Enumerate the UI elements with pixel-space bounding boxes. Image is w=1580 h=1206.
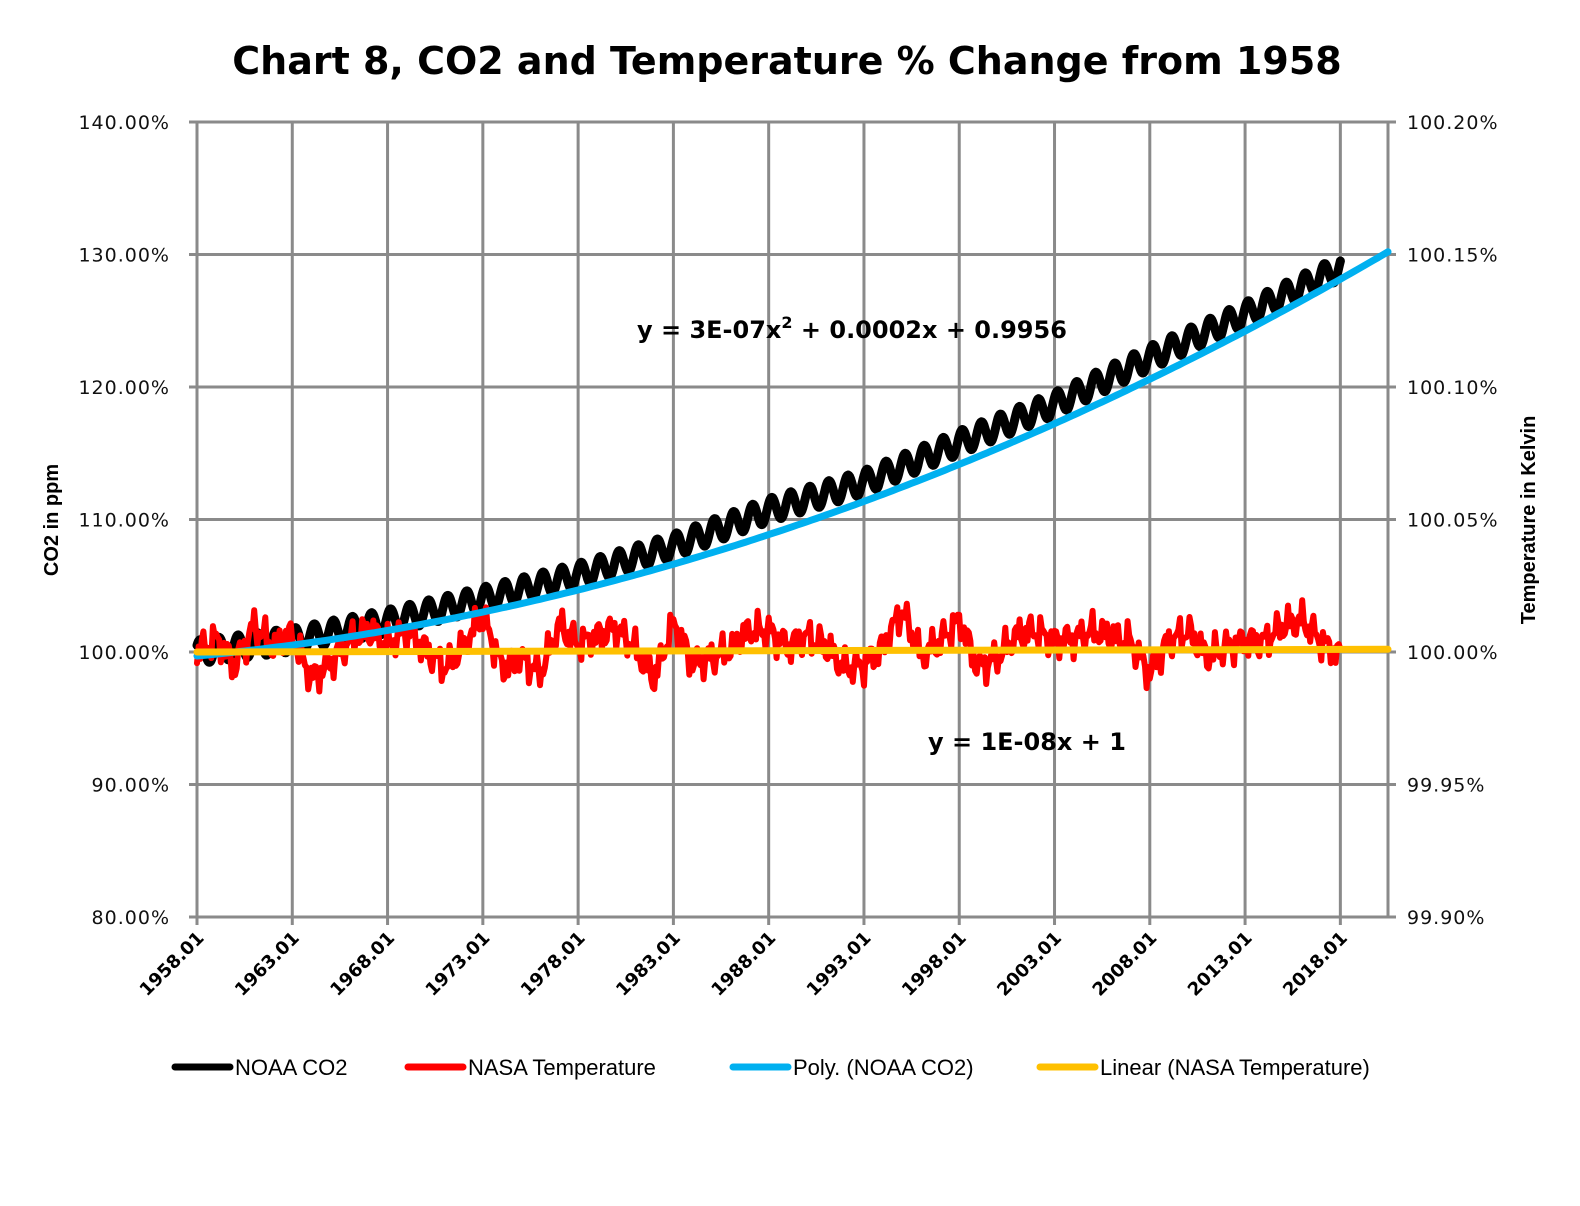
legend-label: Poly. (NOAA CO2): [793, 1055, 974, 1080]
y2-tick-label: 99.95%: [1407, 775, 1485, 797]
series-line-linear-nasa-temperature: [193, 645, 1392, 656]
linear-trendline-equation: y = 1E-08x + 1: [928, 728, 1126, 756]
y2-tick-label: 100.15%: [1407, 245, 1499, 267]
y-tick-label: 130.00%: [78, 245, 170, 267]
y-tick-label: 90.00%: [92, 775, 170, 797]
y-tick-label: 80.00%: [92, 907, 170, 929]
x-axis-ticks: 1958.01 1963.01 1968.01 1973.01 1978.01 1983.…: [136, 928, 1352, 1001]
x-tick-label: 1983.01: [612, 928, 685, 1001]
right-y-axis-ticks: 100.20% 100.15% 100.10% 100.05% 100.00% 99.95…: [1407, 112, 1499, 929]
legend-label: NOAA CO2: [235, 1055, 347, 1080]
x-tick-label: 1993.01: [803, 928, 876, 1001]
x-tick-label: 1998.01: [898, 928, 971, 1001]
x-tick-label: 2013.01: [1184, 928, 1257, 1001]
legend: NOAA CO2 NASA Temperature Poly. (NOAA CO2)…: [171, 1055, 1370, 1080]
y2-tick-label: 100.05%: [1407, 510, 1499, 532]
x-tick-label: 1988.01: [707, 928, 780, 1001]
series-line-noaa-co2: [192, 256, 1345, 667]
y2-tick-label: 100.10%: [1407, 377, 1499, 399]
x-tick-label: 1968.01: [326, 928, 399, 1001]
chart-title: Chart 8, CO2 and Temperature % Change fr…: [232, 39, 1341, 83]
legend-label: NASA Temperature: [468, 1055, 656, 1080]
y-tick-label: 110.00%: [78, 510, 170, 532]
x-tick-label: 2003.01: [993, 928, 1066, 1001]
x-tick-label: 2018.01: [1279, 928, 1352, 1001]
legend-item: Poly. (NOAA CO2): [729, 1055, 974, 1080]
series-line-nasa-temperature: [194, 597, 1344, 695]
y-tick-label: 120.00%: [78, 377, 170, 399]
x-tick-label: 1958.01: [136, 928, 209, 1001]
legend-item: NOAA CO2: [171, 1055, 347, 1080]
y-tick-label: 100.00%: [78, 642, 170, 664]
x-tick-label: 1963.01: [231, 928, 304, 1001]
y2-tick-label: 100.20%: [1407, 112, 1499, 134]
legend-label: Linear (NASA Temperature): [1100, 1055, 1370, 1080]
y-tick-label: 140.00%: [78, 112, 170, 134]
series-line-poly-noaa-co2: [193, 248, 1392, 660]
y2-tick-label: 100.00%: [1407, 642, 1499, 664]
left-y-axis-ticks: 140.00% 130.00% 120.00% 110.00% 100.00% 90.00…: [78, 112, 170, 929]
x-tick-label: 2008.01: [1089, 928, 1162, 1001]
legend-item: NASA Temperature: [404, 1055, 656, 1080]
right-y-axis-title: Temperature in Kelvin: [1518, 416, 1540, 625]
x-tick-label: 1978.01: [517, 928, 590, 1001]
legend-item: Linear (NASA Temperature): [1036, 1055, 1370, 1080]
series-layer: [192, 248, 1392, 695]
left-y-axis-title: CO2 in ppm: [41, 464, 63, 576]
poly-trendline-equation: y = 3E-07x2 + 0.0002x + 0.9956: [637, 313, 1067, 344]
y2-tick-label: 99.90%: [1407, 907, 1485, 929]
x-tick-label: 1973.01: [422, 928, 495, 1001]
